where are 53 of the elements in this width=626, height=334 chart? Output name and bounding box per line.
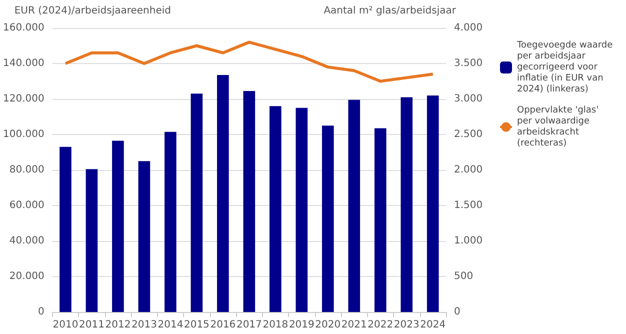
bar	[190, 94, 203, 312]
x-tick-label: 2011	[78, 320, 104, 330]
bar	[348, 100, 360, 312]
x-tick-label: 2022	[368, 320, 394, 330]
y-tick-label: 60.000	[9, 200, 44, 211]
x-tick-label: 2023	[394, 320, 420, 330]
bar	[112, 140, 124, 312]
legend-label: Toegevoegde waarde per arbeidsjaar gecorrigeerd voor inflatie (in EUR van 2024) (linkeras)	[516, 40, 614, 94]
x-tick-label: 2014	[158, 320, 184, 330]
y-tick-label: 0	[38, 306, 44, 318]
y-tick-label: 140.000	[2, 58, 44, 69]
x-tick-label: 2017	[236, 320, 262, 330]
bar	[138, 161, 150, 312]
y2-tick-label: 1.000	[454, 236, 483, 246]
y-tick-label: 20.000	[9, 271, 44, 282]
x-tick-label: 2021	[341, 320, 367, 330]
x-tick-label: 2015	[184, 320, 210, 330]
y2-tick-label: 1.500	[454, 200, 483, 211]
x-tick-label: 2013	[131, 320, 157, 330]
bar	[322, 126, 334, 312]
x-tick-label: 2012	[105, 320, 131, 330]
x-tick-label: 2016	[210, 320, 236, 330]
legend-label: Oppervlakte 'glas' per volwaardige arbeidskracht (rechteras)	[517, 106, 599, 148]
x-tick-label: 2019	[288, 320, 314, 330]
y2-tick-label: 500	[454, 271, 474, 282]
bar	[426, 95, 439, 312]
bar	[296, 108, 308, 312]
bar	[217, 75, 229, 312]
bar	[374, 128, 386, 312]
y2-tick-label: 3.000	[454, 94, 483, 104]
y-tick-label: 100.000	[2, 129, 44, 140]
y2-tick-label: 2.500	[454, 129, 483, 140]
y2-tick-label: 0	[454, 306, 460, 318]
bar	[60, 146, 72, 312]
y2-axis-title: Aantal m² glas/arbeidsjaar	[324, 6, 457, 16]
x-tick-label: 2024	[420, 320, 446, 330]
x-tick-label: 2020	[315, 320, 341, 330]
y-axis-title: EUR (2024)/arbeidsjaareenheid	[14, 6, 172, 16]
y2-tick-label: 3.500	[454, 58, 483, 69]
bar	[400, 97, 413, 312]
y2-tick-label: 2.000	[454, 164, 483, 176]
y-tick-label: 160.000	[2, 22, 44, 34]
y-tick-label: 120.000	[2, 94, 44, 104]
y-tick-label: 80.000	[9, 164, 44, 176]
line-series	[64, 40, 434, 83]
x-tick-label: 2018	[262, 320, 288, 330]
bar	[270, 106, 282, 312]
x-tick-label: 2010	[52, 320, 78, 330]
y2-tick-label: 4.000	[454, 22, 483, 34]
bar	[243, 91, 256, 312]
y-tick-label: 40.000	[9, 236, 44, 246]
bar	[86, 169, 98, 312]
bar	[164, 132, 176, 312]
